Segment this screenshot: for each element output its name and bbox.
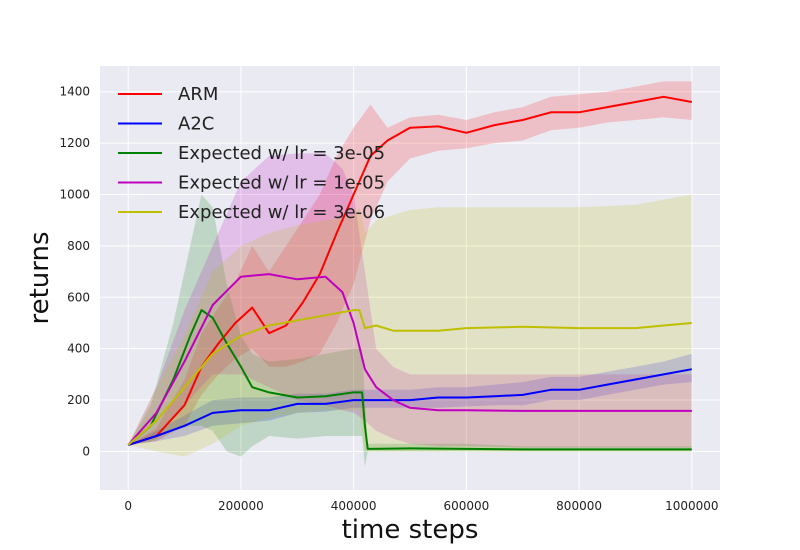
y-axis-ticks: 0 200 400 600 800 1000 1200 1400	[59, 85, 90, 459]
y-tick-label: 1400	[59, 85, 90, 99]
series-line-4	[127, 309, 692, 446]
legend-label: Expected w/ lr = 1e-05	[178, 173, 385, 194]
y-tick-label: 400	[67, 342, 90, 356]
legend-label: ARM	[178, 84, 218, 105]
y-tick-label: 1200	[59, 136, 90, 150]
series-line-1	[127, 368, 692, 446]
x-tick-label: 0	[124, 499, 132, 513]
y-axis-title: returns	[25, 231, 55, 324]
x-tick-label: 200000	[218, 499, 264, 513]
series-line-0	[127, 95, 692, 446]
y-tick-label: 0	[82, 444, 90, 458]
plot-background	[100, 66, 720, 490]
series-band-2	[128, 194, 692, 467]
legend: ARM A2C Expected w/ lr = 3e-05 Expected w/ …	[118, 84, 385, 223]
x-tick-label: 600000	[443, 499, 489, 513]
series-band-3	[128, 153, 692, 448]
x-tick-label: 1000000	[665, 499, 718, 513]
series-line-2	[127, 309, 692, 451]
x-axis-ticks: 0 200000 400000 600000 800000 1000000	[124, 499, 718, 513]
series-line-3	[127, 273, 692, 446]
y-tick-label: 200	[67, 393, 90, 407]
x-tick-label: 400000	[331, 499, 377, 513]
legend-label: A2C	[178, 114, 214, 135]
legend-label: Expected w/ lr = 3e-06	[178, 202, 385, 223]
series-band-0	[128, 81, 692, 446]
series-lines	[127, 95, 692, 451]
x-tick-label: 800000	[556, 499, 602, 513]
grid	[100, 66, 720, 490]
series-band-4	[128, 194, 692, 457]
legend-label: Expected w/ lr = 3e-05	[178, 143, 385, 164]
x-axis-title: time steps	[342, 515, 479, 545]
y-tick-label: 800	[67, 239, 90, 253]
y-tick-label: 600	[67, 290, 90, 304]
y-tick-label: 1000	[59, 187, 90, 201]
